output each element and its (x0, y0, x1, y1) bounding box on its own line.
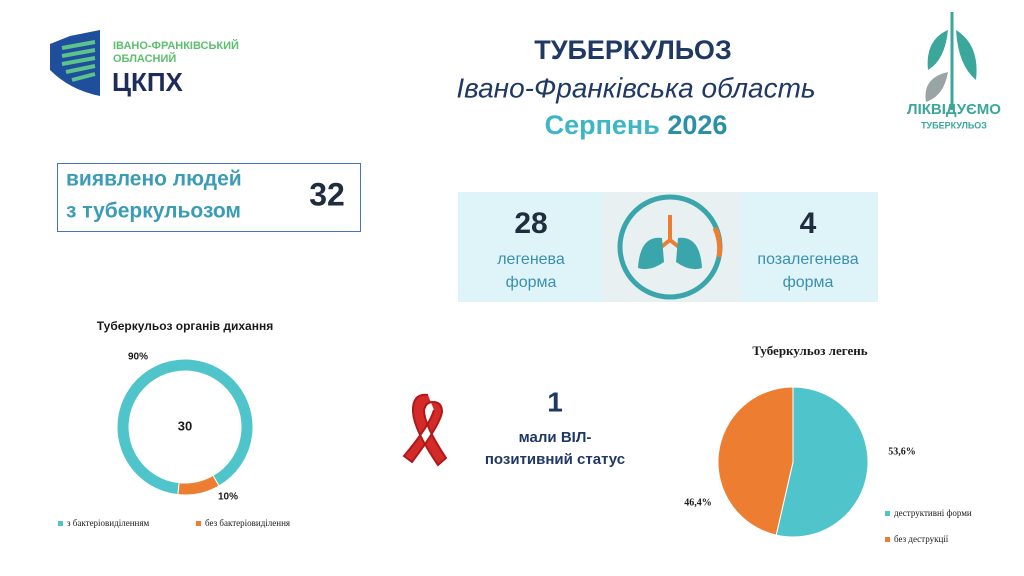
ckph-logo: ІВАНО-ФРАНКІВСЬКИЙ ОБЛАСНИЙ ЦКПХ (50, 30, 239, 97)
legend-swatch (885, 537, 890, 542)
form-count: 4 (800, 207, 817, 240)
logo-leaf (927, 30, 948, 70)
legend-label: без бактеріовиділення (205, 518, 290, 528)
legend-swatch (196, 521, 201, 526)
month: Серпень (545, 110, 660, 140)
value-label: 90% (128, 352, 148, 363)
value-label: 10% (218, 492, 238, 503)
legend-swatch (58, 521, 63, 526)
logo-region: ІВАНО-ФРАНКІВСЬКИЙ (113, 39, 239, 52)
icon-lung (676, 237, 702, 270)
icon-accent (712, 226, 723, 258)
value-label: 46,4% (684, 497, 712, 508)
chart-title: Туберкульоз органів дихання (97, 319, 273, 333)
pie-slice (717, 386, 794, 536)
form-label: форма (506, 274, 557, 291)
hiv-label: мали ВІЛ- (519, 429, 592, 446)
form-label: позалегенева (757, 251, 858, 268)
chart-title: Туберкульоз легень (752, 343, 867, 358)
detected-box (57, 163, 361, 232)
detected-label: з туберкульозом (66, 200, 241, 223)
detected-label: виявлено людей (66, 168, 242, 191)
subtitle: Івано-Франківська область (456, 72, 815, 103)
logo-leaf (956, 30, 977, 80)
logo-text: ТУБЕРКУЛЬОЗ (921, 120, 987, 130)
pie-slice (775, 386, 869, 538)
campaign-logo: ЛІКВІДУЄМО ТУБЕРКУЛЬОЗ (907, 12, 1001, 130)
ribbon-icon (402, 393, 448, 467)
donut-center-label: 30 (178, 418, 192, 433)
form-label: легенева (497, 251, 565, 268)
year: 2026 (667, 110, 727, 140)
logo-name: ЦКПХ (112, 67, 184, 97)
donut-segment (177, 474, 220, 496)
icon-lung (638, 237, 664, 270)
hiv-count: 1 (547, 386, 563, 417)
value-label: 53,6% (888, 446, 916, 457)
form-count: 28 (514, 207, 547, 240)
legend-swatch (885, 511, 890, 516)
legend-label: деструктивні форми (894, 508, 972, 518)
logo-text: ЛІКВІДУЄМО (907, 101, 1001, 118)
logo-stripes (61, 40, 96, 82)
lungs-icon (617, 194, 723, 300)
hiv-label: позитивний статус (485, 451, 625, 468)
title: ТУБЕРКУЛЬОЗ (534, 35, 732, 65)
logo-leaf (925, 72, 948, 102)
legend-label: без деструкції (894, 534, 949, 544)
ribbon (402, 393, 448, 467)
logo-region: ОБЛАСНИЙ (113, 52, 176, 65)
donut-segment (116, 358, 254, 496)
form-label: форма (783, 274, 834, 291)
period: Серпень 2026 (545, 110, 728, 140)
legend-label: з бактеріовиділенням (67, 518, 149, 528)
detected-count: 32 (309, 176, 345, 212)
